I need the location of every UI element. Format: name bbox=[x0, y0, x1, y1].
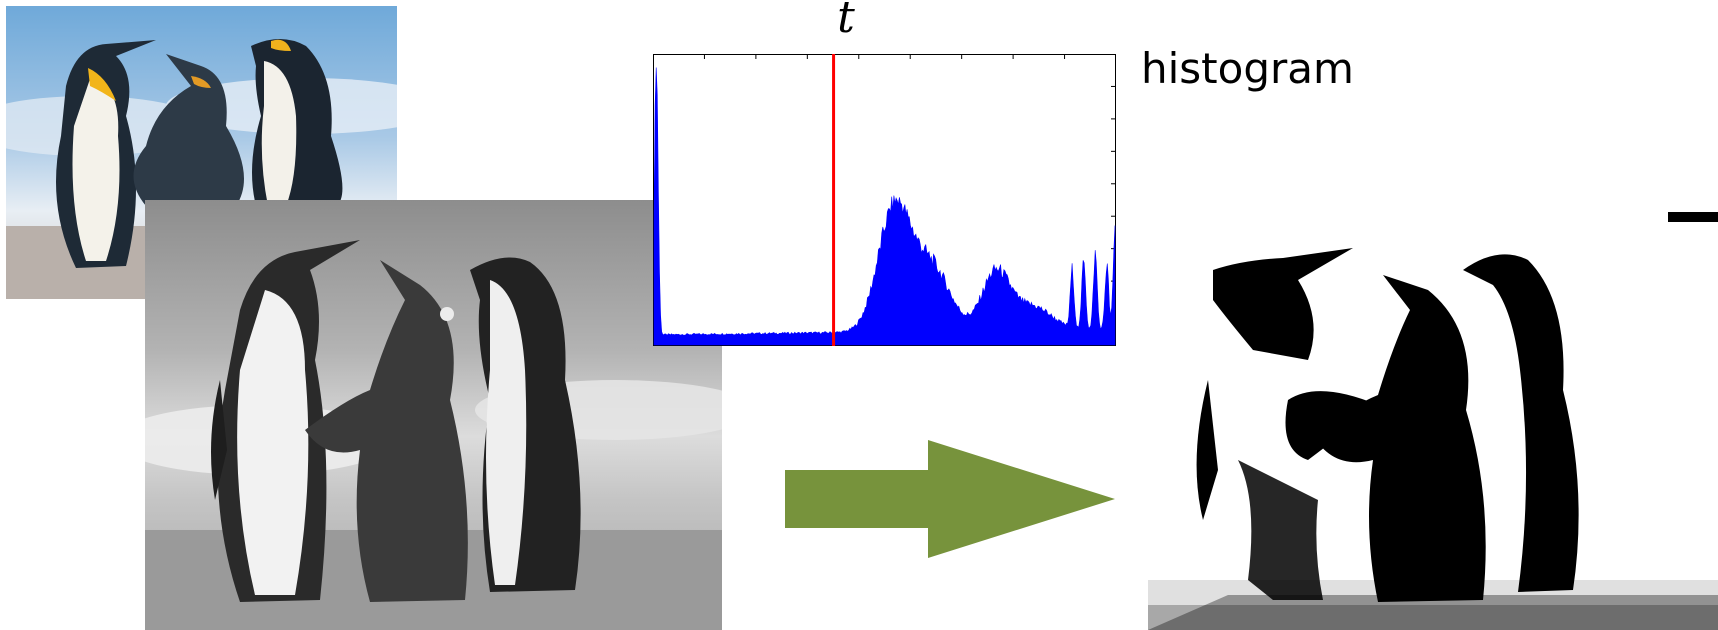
histogram-label: histogram bbox=[1141, 44, 1354, 93]
histogram-bars bbox=[653, 67, 1116, 346]
intensity-histogram bbox=[653, 54, 1116, 346]
binary-penguin-photo bbox=[1148, 200, 1718, 630]
threshold-label: t bbox=[837, 0, 855, 43]
color-penguin-photo bbox=[6, 6, 397, 299]
grayscale-penguin-photo bbox=[145, 200, 722, 630]
right-arrow-icon bbox=[785, 440, 1115, 558]
